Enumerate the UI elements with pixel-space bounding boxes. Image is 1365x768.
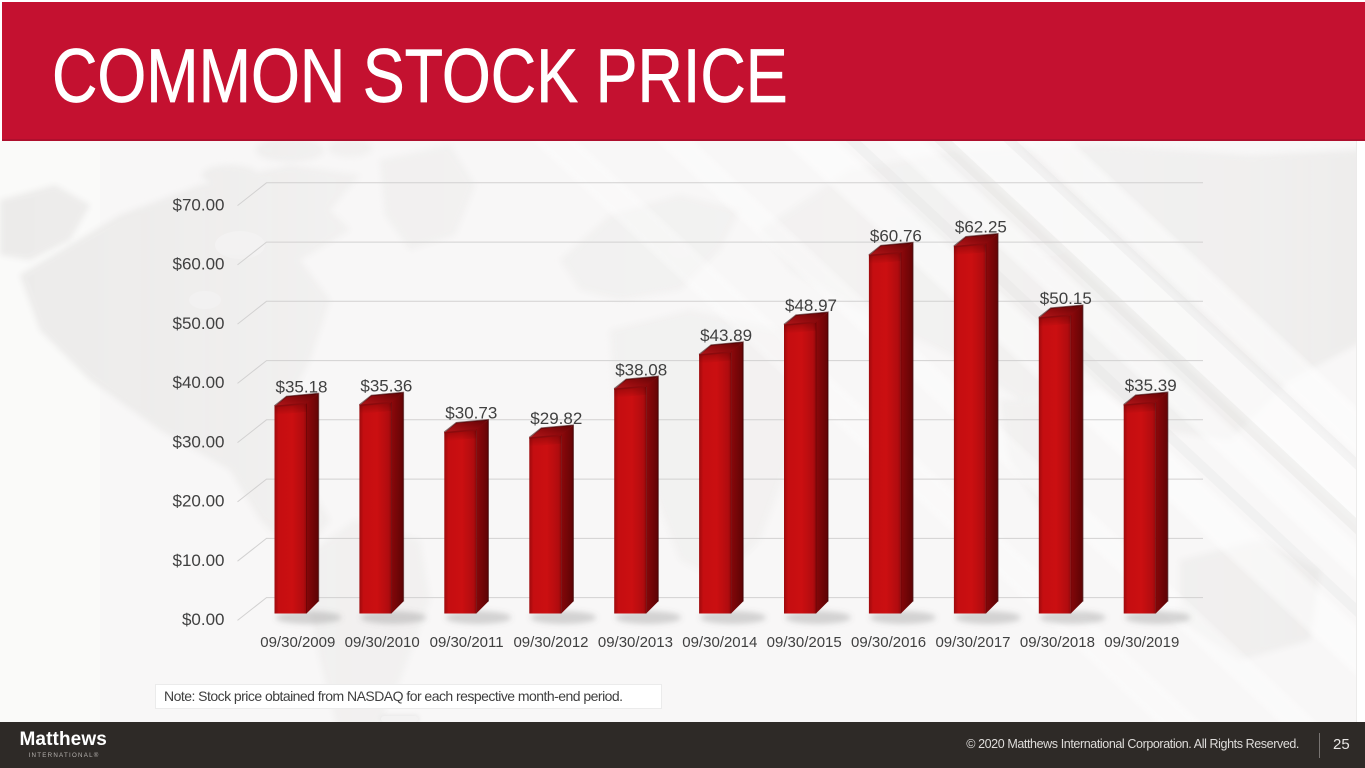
svg-text:$48.97: $48.97	[785, 296, 837, 315]
svg-text:$60.00: $60.00	[173, 255, 225, 274]
svg-text:$35.18: $35.18	[276, 377, 328, 396]
svg-text:$70.00: $70.00	[173, 195, 225, 214]
svg-text:$40.00: $40.00	[173, 373, 225, 392]
svg-text:09/30/2009: 09/30/2009	[260, 634, 335, 651]
svg-text:$38.08: $38.08	[615, 360, 667, 379]
svg-text:$62.25: $62.25	[955, 218, 1007, 237]
svg-text:$29.82: $29.82	[530, 409, 582, 428]
svg-text:09/30/2011: 09/30/2011	[430, 634, 504, 651]
svg-text:09/30/2010: 09/30/2010	[345, 634, 420, 651]
svg-text:09/30/2013: 09/30/2013	[598, 634, 673, 651]
svg-text:$35.36: $35.36	[360, 376, 412, 395]
svg-text:09/30/2016: 09/30/2016	[851, 634, 926, 651]
svg-text:$20.00: $20.00	[173, 492, 225, 511]
svg-text:09/30/2019: 09/30/2019	[1104, 634, 1179, 651]
svg-text:09/30/2017: 09/30/2017	[935, 634, 1010, 651]
svg-text:09/30/2015: 09/30/2015	[767, 634, 842, 651]
svg-text:$35.39: $35.39	[1125, 376, 1177, 395]
svg-text:09/30/2012: 09/30/2012	[513, 634, 588, 651]
svg-text:09/30/2014: 09/30/2014	[682, 634, 757, 651]
svg-text:09/30/2018: 09/30/2018	[1020, 634, 1095, 651]
svg-text:$50.15: $50.15	[1040, 289, 1092, 308]
svg-text:$43.89: $43.89	[700, 326, 752, 345]
svg-text:$10.00: $10.00	[173, 551, 225, 570]
svg-text:$30.73: $30.73	[445, 404, 497, 423]
svg-text:$30.00: $30.00	[173, 432, 225, 451]
svg-text:$0.00: $0.00	[182, 610, 225, 629]
svg-text:$60.76: $60.76	[870, 227, 922, 246]
svg-text:$50.00: $50.00	[173, 314, 225, 333]
